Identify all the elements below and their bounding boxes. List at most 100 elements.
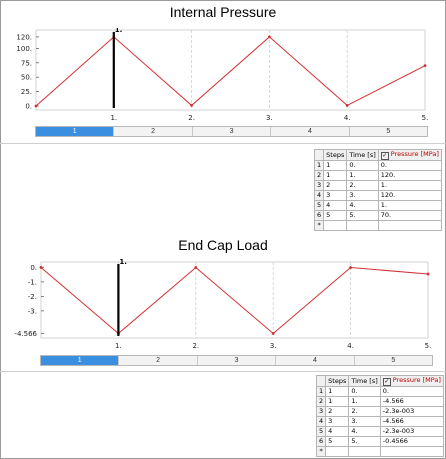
series-line (40, 266, 429, 335)
value-cell[interactable]: -0.4566 (379, 436, 444, 447)
time-cell[interactable]: 0. (348, 386, 381, 397)
time-cell[interactable]: 1. (348, 396, 381, 407)
value-cell[interactable]: 0. (379, 386, 444, 397)
value-cell[interactable]: 120. (377, 190, 442, 201)
step-cell[interactable]: 1 (325, 386, 350, 397)
data-point (39, 266, 43, 269)
end-cap-load-title: End Cap Load (178, 237, 268, 253)
time-cell[interactable]: 1. (346, 170, 379, 181)
empty-cell[interactable] (323, 220, 348, 231)
table-row[interactable]: 2 1 1. -4.566 (315, 396, 444, 407)
timeline-step-5[interactable]: 5 (391, 357, 396, 364)
table-row[interactable]: 6 5 5. -0.4566 (315, 436, 444, 447)
row-number: 5 (315, 426, 327, 437)
row-number: 1 (313, 160, 325, 171)
empty-cell[interactable] (346, 220, 379, 231)
timeline-step-1[interactable]: 1 (36, 127, 115, 136)
value-cell[interactable]: 1. (377, 200, 442, 211)
step-cell[interactable]: 1 (325, 396, 350, 407)
time-cell[interactable]: 4. (348, 426, 381, 437)
value-cell[interactable]: -4.566 (379, 416, 444, 427)
value-cell[interactable]: 120. (377, 170, 442, 181)
data-point (345, 104, 349, 107)
timeline-step-5[interactable]: 5 (386, 128, 391, 135)
pressure-header[interactable]: ✓ Pressure [MPa] (379, 375, 444, 387)
data-point (34, 104, 38, 108)
y-tick-label: -1. (28, 278, 37, 286)
value-cell[interactable]: 1. (377, 180, 442, 191)
data-point (190, 104, 194, 107)
table-row[interactable]: 5 4 4. -2.3e-003 (315, 426, 444, 437)
timeline-step-1[interactable]: 1 (41, 356, 120, 365)
table-row[interactable]: 1 1 0. 0. (313, 160, 442, 171)
checkbox-icon[interactable]: ✓ (382, 378, 391, 386)
empty-cell[interactable] (348, 446, 381, 457)
new-row[interactable]: * (313, 220, 442, 231)
new-row-marker: * (315, 446, 327, 457)
internal-pressure-table[interactable]: Steps Time [s] ✓ Pressure [MPa] 1 1 0. 0. 2 1 1. 12… (313, 149, 442, 231)
step-cell[interactable]: 2 (325, 406, 350, 417)
table-row[interactable]: 1 1 0. 0. (315, 386, 444, 397)
step-cell[interactable]: 3 (325, 416, 350, 427)
timeline-step-4[interactable]: 4 (276, 356, 355, 365)
x-tick-label: 4. (344, 114, 351, 122)
value-cell[interactable]: -4.566 (379, 396, 444, 407)
table-row[interactable]: 3 2 2. -2.3e-003 (315, 406, 444, 417)
value-cell[interactable]: -2.3e-003 (379, 406, 444, 417)
table-row[interactable]: 4 3 3. -4.566 (315, 416, 444, 427)
step-cell[interactable]: 3 (323, 190, 348, 201)
end-cap-load-table[interactable]: Steps Time [s] ✓ Pressure [MPa] 1 1 0. 0. 2 1 1. -4… (315, 375, 444, 457)
value-cell[interactable]: -2.3e-003 (379, 426, 444, 437)
empty-cell[interactable] (379, 446, 444, 457)
empty-cell[interactable] (325, 446, 350, 457)
time-cell[interactable]: 3. (348, 416, 381, 427)
value-cell[interactable]: 0. (377, 160, 442, 171)
pressure-header[interactable]: ✓ Pressure [MPa] (377, 149, 442, 161)
time-cell[interactable]: 4. (346, 200, 379, 211)
timeline-step-4[interactable]: 4 (271, 127, 350, 136)
time-cell[interactable]: 2. (346, 180, 379, 191)
timeline-step-3[interactable]: 3 (198, 356, 277, 365)
x-tick-label: 2. (188, 114, 195, 122)
step-cell[interactable]: 5 (325, 436, 350, 447)
row-number: 2 (315, 396, 327, 407)
time-cell[interactable]: 5. (346, 210, 379, 221)
value-cell[interactable]: 70. (377, 210, 442, 221)
time-cell[interactable]: 3. (346, 190, 379, 201)
x-tick-label: 1. (110, 114, 117, 122)
step-cell[interactable]: 1 (323, 160, 348, 171)
step-cell[interactable]: 4 (323, 200, 348, 211)
end-cap-load-chart[interactable]: 1. 2. 3. 4. 5. 0. -1. -2. -3. -4.566 1. (0, 256, 446, 352)
table-row[interactable]: 2 1 1. 120. (313, 170, 442, 181)
panel-divider (0, 143, 446, 144)
data-point (271, 332, 275, 335)
steps-header: Steps (323, 149, 348, 161)
table-row[interactable]: 4 3 3. 120. (313, 190, 442, 201)
table-row[interactable]: 3 2 2. 1. (313, 180, 442, 191)
timeline-step-2[interactable]: 2 (114, 127, 193, 136)
step-cell[interactable]: 5 (323, 210, 348, 221)
step-cell[interactable]: 1 (323, 170, 348, 181)
table-row[interactable]: 6 5 5. 70. (313, 210, 442, 221)
data-point (194, 266, 198, 269)
x-tick-label: 1. (115, 342, 122, 350)
internal-pressure-chart[interactable]: 1. 2. 3. 4. 5. 120. 100. 75. 50. 25. 0. 1. (0, 28, 446, 124)
timeline-step-3[interactable]: 3 (193, 127, 272, 136)
time-cell[interactable]: 2. (348, 406, 381, 417)
empty-cell[interactable] (377, 220, 442, 231)
table-row[interactable]: 5 4 4. 1. (313, 200, 442, 211)
new-row[interactable]: * (315, 446, 444, 457)
timeline-step-2[interactable]: 2 (119, 356, 198, 365)
data-point (426, 272, 430, 276)
step-cell[interactable]: 4 (325, 426, 350, 437)
row-number: 6 (315, 436, 327, 447)
table-header-row: Steps Time [s] ✓ Pressure [MPa] (315, 375, 444, 387)
time-cell[interactable]: 5. (348, 436, 381, 447)
time-cell[interactable]: 0. (346, 160, 379, 171)
step-cell[interactable]: 2 (323, 180, 348, 191)
checkbox-icon[interactable]: ✓ (380, 152, 389, 160)
row-number: 6 (313, 210, 325, 221)
row-number: 3 (313, 180, 325, 191)
